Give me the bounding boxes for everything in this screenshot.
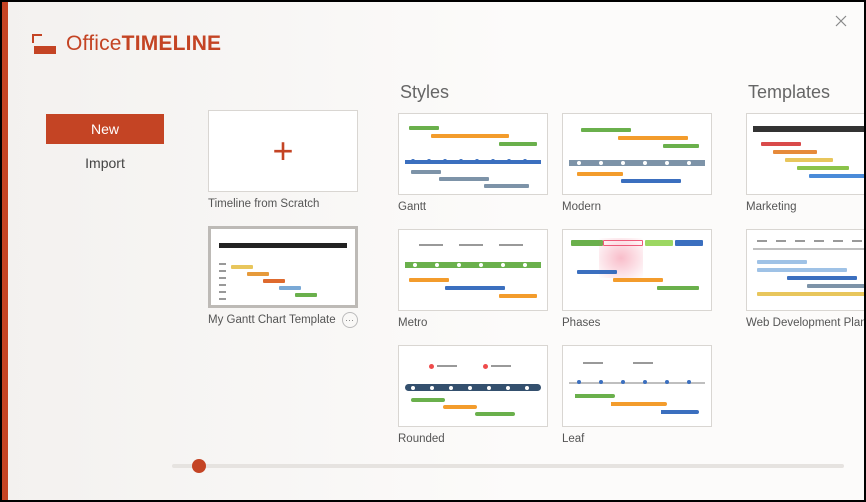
template-card-modern[interactable]: Modern (562, 113, 712, 219)
horizontal-scroll-slider[interactable] (172, 464, 844, 468)
template-thumbnail (562, 345, 712, 427)
template-label: Rounded (398, 427, 445, 450)
template-label: Leaf (562, 427, 584, 450)
column-start: + Timeline from Scratch My Gantt Chart Tem… (208, 82, 378, 332)
template-card-my-gantt[interactable]: My Gantt Chart Template ⋯ (208, 226, 358, 332)
app-title: OfficeTIMELINE (66, 32, 221, 56)
template-card-gantt[interactable]: Gantt (398, 113, 548, 219)
template-card-metro[interactable]: Metro (398, 229, 548, 335)
close-button[interactable] (830, 10, 852, 32)
sidebar-item-label: Import (85, 155, 125, 171)
template-thumbnail (746, 113, 864, 195)
sidebar-nav: New Import (46, 114, 164, 182)
template-thumbnail (398, 229, 548, 311)
more-icon[interactable]: ⋯ (342, 312, 358, 328)
sidebar-item-new[interactable]: New (46, 114, 164, 144)
template-thumbnail (746, 229, 864, 311)
sidebar-item-label: New (91, 121, 119, 137)
logo-icon (32, 34, 56, 54)
content-area: + Timeline from Scratch My Gantt Chart Tem… (202, 82, 864, 450)
accent-strip (2, 2, 8, 500)
heading-templates: Templates (746, 82, 864, 103)
template-thumbnail: + (208, 110, 358, 192)
template-label: Modern (562, 195, 601, 219)
template-label: Web Development Plan (746, 311, 864, 335)
template-thumbnail (208, 226, 358, 308)
template-thumbnail (398, 113, 548, 195)
sidebar-item-import[interactable]: Import (46, 148, 164, 178)
template-card-rounded[interactable]: Rounded (398, 345, 548, 450)
column-styles: Styles Gantt Modern Metro Phases Rounded Leaf (398, 82, 728, 450)
template-label: Marketing (746, 195, 797, 219)
app-frame: OfficeTIMELINE New Import + Timeline from … (0, 0, 866, 502)
close-icon (835, 15, 847, 27)
template-label: Phases (562, 311, 600, 335)
template-label: Gantt (398, 195, 426, 219)
plus-icon: + (272, 133, 293, 169)
heading-styles: Styles (398, 82, 728, 103)
template-thumbnail (562, 113, 712, 195)
template-card-marketing[interactable]: Marketing (746, 113, 864, 219)
template-card-scratch[interactable]: + Timeline from Scratch (208, 110, 358, 216)
app-header: OfficeTIMELINE (32, 32, 221, 56)
app-title-prefix: Office (66, 32, 122, 55)
template-label: My Gantt Chart Template (208, 308, 336, 332)
slider-knob[interactable] (192, 459, 206, 473)
template-label: Metro (398, 311, 427, 335)
app-title-suffix: TIMELINE (122, 32, 222, 55)
template-card-phases[interactable]: Phases (562, 229, 712, 335)
template-thumbnail (562, 229, 712, 311)
template-card-leaf[interactable]: Leaf (562, 345, 712, 450)
template-thumbnail (398, 345, 548, 427)
template-card-webdev[interactable]: Web Development Plan (746, 229, 864, 335)
column-templates: Templates MarketingProgram ManagementWeb… (746, 82, 864, 335)
template-label: Timeline from Scratch (208, 192, 319, 216)
